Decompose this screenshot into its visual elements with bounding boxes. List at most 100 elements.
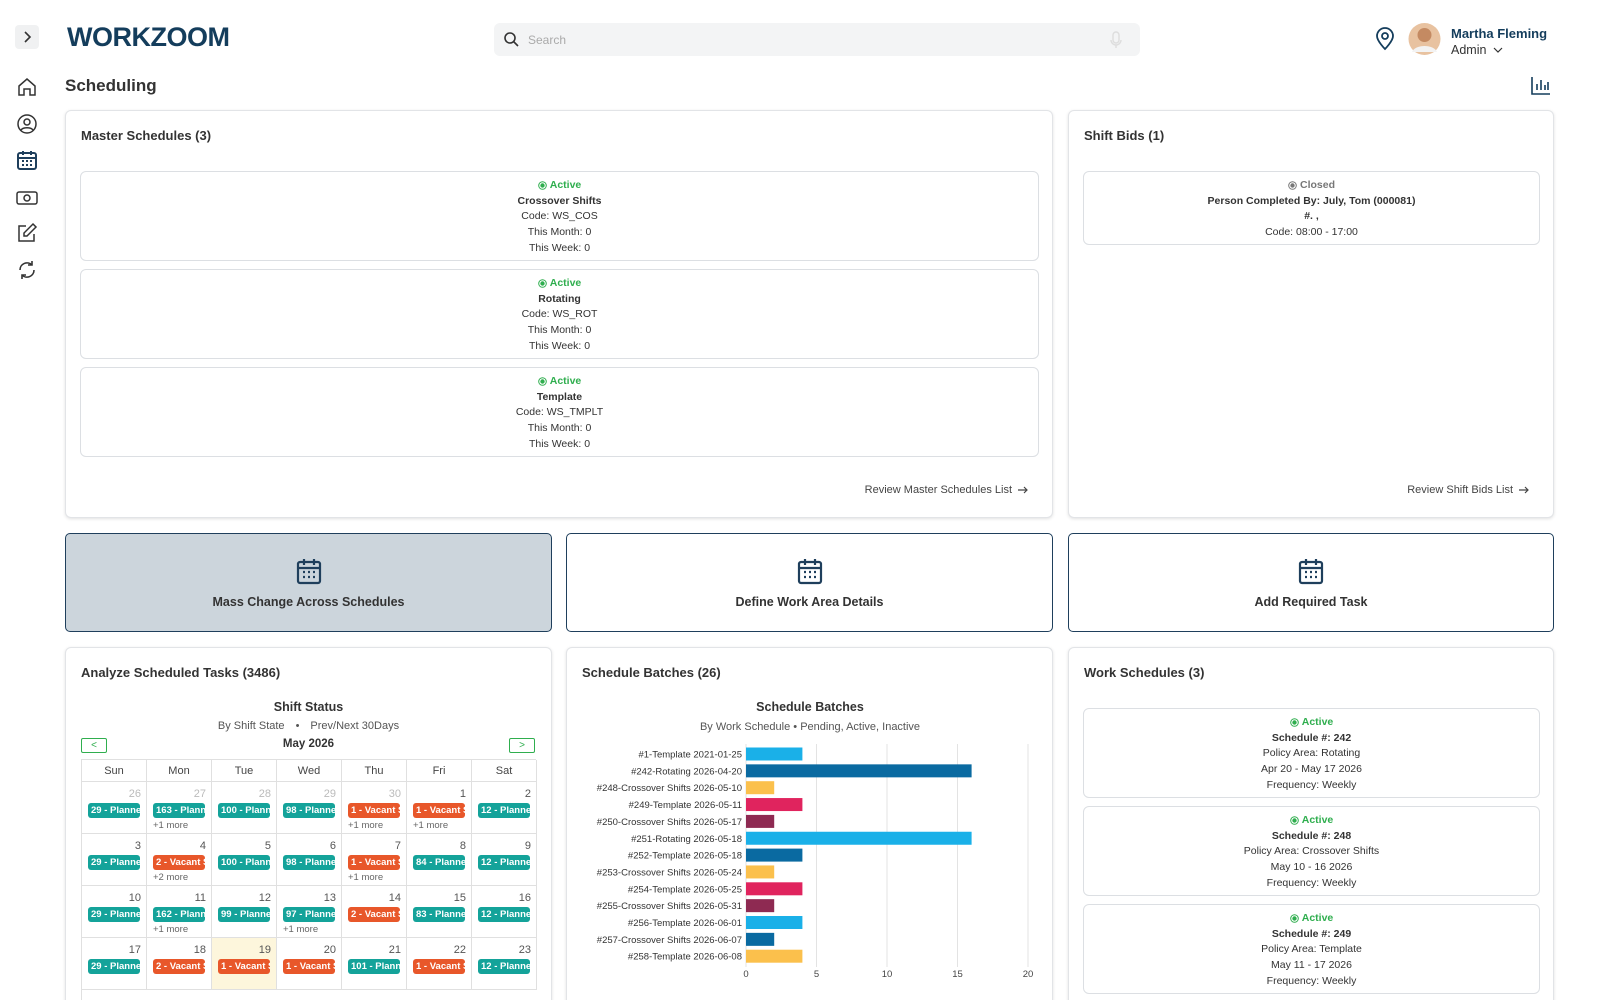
- day-cell[interactable]: 30 1 - Vacant S +1 more: [342, 782, 407, 834]
- event[interactable]: 12 - Planne: [478, 855, 530, 870]
- calendar-icon[interactable]: [16, 149, 38, 171]
- review-bids-link[interactable]: Review Shift Bids List: [1407, 484, 1530, 496]
- home-icon[interactable]: [16, 76, 38, 98]
- event[interactable]: 2 - Vacant S: [153, 959, 205, 974]
- day-cell[interactable]: 8 84 - Planne: [407, 834, 472, 886]
- role-chevron[interactable]: [1493, 46, 1503, 54]
- day-cell[interactable]: 26 29 - Planne: [82, 782, 147, 834]
- event[interactable]: 29 - Planne: [88, 803, 140, 818]
- search-box[interactable]: Search: [494, 23, 1140, 56]
- action-tile[interactable]: Define Work Area Details: [566, 533, 1053, 632]
- day-cell[interactable]: 14 2 - Vacant S: [342, 886, 407, 938]
- more-link[interactable]: +1 more: [348, 820, 384, 831]
- edit-icon[interactable]: [16, 222, 38, 244]
- card-this-month: This Month: 0: [527, 422, 592, 435]
- day-cell[interactable]: 29 98 - Planne: [277, 782, 342, 834]
- logo[interactable]: WORKZOOM: [67, 22, 230, 52]
- day-cell[interactable]: 7 1 - Vacant S +1 more: [342, 834, 407, 886]
- user-name[interactable]: Martha Fleming: [1451, 26, 1548, 41]
- mic-icon[interactable]: [1110, 31, 1122, 49]
- day-cell[interactable]: 19 1 - Vacant S: [212, 938, 277, 990]
- link-text[interactable]: Review Shift Bids List: [1407, 484, 1513, 496]
- card[interactable]: Active Rotating Code: WS_ROT This Month: 0 T…: [80, 269, 1039, 359]
- more-link[interactable]: +1 more: [348, 872, 384, 883]
- next-button[interactable]: >: [509, 738, 535, 753]
- event[interactable]: 99 - Planne: [218, 907, 270, 922]
- day-cell[interactable]: 4 2 - Vacant S +2 more: [147, 834, 212, 886]
- event[interactable]: 2 - Vacant S: [348, 907, 400, 922]
- event[interactable]: 1 - Vacant S: [218, 959, 270, 974]
- location-icon[interactable]: [1374, 27, 1396, 51]
- event[interactable]: 97 - Planne: [283, 907, 335, 922]
- card[interactable]: Active Schedule #: 248 Policy Area: Crosso…: [1083, 806, 1540, 896]
- event[interactable]: 1 - Vacant S: [348, 803, 400, 818]
- day-cell[interactable]: 17 29 - Planne: [82, 938, 147, 990]
- day-cell[interactable]: 11 162 - Plann +1 more: [147, 886, 212, 938]
- action-tile[interactable]: Add Required Task: [1068, 533, 1554, 632]
- sidebar-toggle[interactable]: [15, 25, 39, 49]
- icon-lines: [297, 559, 320, 579]
- prev-button[interactable]: <: [81, 738, 107, 753]
- day-cell[interactable]: 21 101 - Plann: [342, 938, 407, 990]
- day-cell[interactable]: 27 163 - Plann +1 more: [147, 782, 212, 834]
- event[interactable]: 100 - Plann: [218, 803, 270, 818]
- card[interactable]: Closed Person Completed By: July, Tom (00…: [1083, 171, 1540, 245]
- card[interactable]: Active Template Code: WS_TMPLT This Month: …: [80, 367, 1039, 457]
- day-cell[interactable]: 5 100 - Plann: [212, 834, 277, 886]
- event[interactable]: 83 - Planne: [413, 907, 465, 922]
- event[interactable]: 162 - Plann: [153, 907, 205, 922]
- day-cell[interactable]: 12 99 - Planne: [212, 886, 277, 938]
- event[interactable]: 1 - Vacant S: [413, 959, 465, 974]
- event[interactable]: 98 - Planne: [283, 803, 335, 818]
- bar: [746, 949, 803, 963]
- action-tile[interactable]: Mass Change Across Schedules: [65, 533, 552, 632]
- event[interactable]: 12 - Planne: [478, 907, 530, 922]
- more-link[interactable]: +2 more: [153, 872, 189, 883]
- event[interactable]: 29 - Planne: [88, 959, 140, 974]
- x-tick-label: 5: [814, 969, 819, 980]
- card[interactable]: Active Schedule #: 242 Policy Area: Rotati…: [1083, 708, 1540, 798]
- event[interactable]: 1 - Vacant S: [348, 855, 400, 870]
- day-cell[interactable]: 22 1 - Vacant S: [407, 938, 472, 990]
- user-role[interactable]: Admin: [1451, 43, 1487, 57]
- money-icon[interactable]: [16, 187, 38, 209]
- event[interactable]: 1 - Vacant S: [283, 959, 335, 974]
- day-cell[interactable]: 20 1 - Vacant S: [277, 938, 342, 990]
- more-link[interactable]: +1 more: [413, 820, 449, 831]
- more-link[interactable]: +1 more: [283, 924, 319, 935]
- more-link[interactable]: +1 more: [153, 820, 189, 831]
- avatar[interactable]: [1408, 22, 1441, 56]
- event[interactable]: 84 - Planne: [413, 855, 465, 870]
- sync-icon[interactable]: [16, 259, 38, 281]
- day-cell[interactable]: 13 97 - Planne +1 more: [277, 886, 342, 938]
- event[interactable]: 98 - Planne: [283, 855, 335, 870]
- day-cell[interactable]: 16 12 - Planne: [472, 886, 537, 938]
- day-cell[interactable]: 1 1 - Vacant S +1 more: [407, 782, 472, 834]
- card[interactable]: Active Crossover Shifts Code: WS_COS This M…: [80, 171, 1039, 261]
- day-cell[interactable]: 6 98 - Planne: [277, 834, 342, 886]
- day-cell[interactable]: 10 29 - Planne: [82, 886, 147, 938]
- day-cell[interactable]: 28 100 - Plann: [212, 782, 277, 834]
- event[interactable]: 12 - Planne: [478, 959, 530, 974]
- event[interactable]: 101 - Plann: [348, 959, 400, 974]
- more-link[interactable]: +1 more: [153, 924, 189, 935]
- day-cell[interactable]: 23 12 - Planne: [472, 938, 537, 990]
- event[interactable]: 1 - Vacant S: [413, 803, 465, 818]
- day-cell[interactable]: 18 2 - Vacant S: [147, 938, 212, 990]
- event[interactable]: 29 - Planne: [88, 907, 140, 922]
- event[interactable]: 163 - Plann: [153, 803, 205, 818]
- event[interactable]: 2 - Vacant S: [153, 855, 205, 870]
- event[interactable]: 12 - Planne: [478, 803, 530, 818]
- event[interactable]: 29 - Planne: [88, 855, 140, 870]
- day-cell[interactable]: 9 12 - Planne: [472, 834, 537, 886]
- review-master-link[interactable]: Review Master Schedules List: [865, 484, 1029, 496]
- day-number: 19: [258, 944, 271, 956]
- event[interactable]: 100 - Plann: [218, 855, 270, 870]
- link-text[interactable]: Review Master Schedules List: [864, 484, 1012, 496]
- day-cell[interactable]: 3 29 - Planne: [82, 834, 147, 886]
- day-cell[interactable]: 2 12 - Planne: [472, 782, 537, 834]
- card[interactable]: Active Schedule #: 249 Policy Area: Templa…: [1083, 904, 1540, 994]
- analytics-icon[interactable]: [1531, 76, 1551, 95]
- profile-icon[interactable]: [16, 113, 38, 135]
- day-cell[interactable]: 15 83 - Planne: [407, 886, 472, 938]
